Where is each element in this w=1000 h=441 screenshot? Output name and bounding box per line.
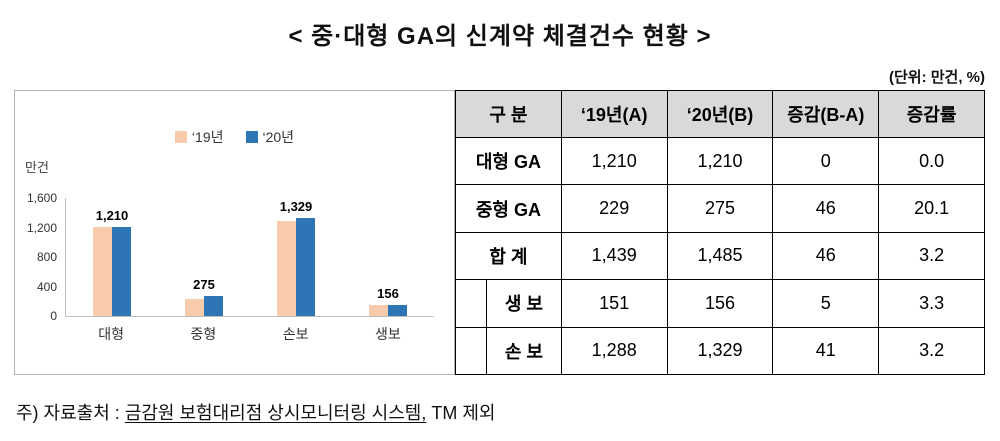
bar-2020 [112,226,131,316]
data-table: 구 분 ‘19년(A) ‘20년(B) 증감(B-A) 증감률 대형 GA 1,210 1,… [455,90,985,376]
legend-swatch-icon [174,131,187,143]
x-category-label: 중형 [190,326,217,342]
value-cell: 46 [772,184,880,233]
value-cell: 1,288 [560,326,668,376]
legend-swatch-icon [245,131,258,143]
y-tick-label: 400 [36,279,57,294]
bar-2020 [204,295,223,316]
value-cell: 1,485 [666,231,774,281]
sub-row-indent [456,327,487,374]
table-header-row: 구 분 ‘19년(A) ‘20년(B) 증감(B-A) 증감률 [455,90,985,138]
value-cell: 5 [772,279,880,328]
chart-legend: ‘19년 ‘20년 [15,129,454,145]
table-header-cell: ‘19년(A) [560,90,668,138]
legend-item: ‘20년 [245,129,295,145]
bar-group: 156 [342,198,434,316]
bar-value-label: 156 [377,285,399,301]
value-cell: 3.2 [878,326,985,376]
sub-row-indent [456,280,487,327]
value-cell: 0.0 [878,136,985,186]
row-label: 생 보 [504,294,543,315]
source-note-underlined: 금감원 보험대리점 상시모니터링 시스템, [124,403,427,423]
source-note-suffix: TM 제외 [426,403,496,423]
value-cell: 46 [772,231,880,281]
source-note-prefix: 주) 자료출처 : [16,403,125,423]
legend-label: ‘19년 [191,129,224,145]
y-axis-unit-label: 만건 [25,160,49,175]
source-note: 주) 자료출처 : 금감원 보험대리점 상시모니터링 시스템, TM 제외 [16,399,495,425]
value-cell: 229 [560,184,668,233]
x-axis-labels: 대형 중형 손보 생보 [65,324,434,344]
y-tick-label: 1,600 [26,191,57,205]
legend-item: ‘19년 [174,129,224,145]
page-title: < 중·대형 GA의 신계약 체결건수 현황 > [288,23,712,50]
bar-2019 [277,221,296,316]
table-header-cell: 구 분 [455,90,562,138]
row-label-cell: 중형 GA [455,184,562,233]
y-tick-label: 1,200 [26,220,57,235]
y-tick-label: 800 [36,250,57,264]
bar-group: 1,329 [250,198,342,316]
value-cell: 3.3 [878,279,985,328]
value-cell: 0 [772,136,880,186]
bar-2019 [369,304,388,316]
value-cell: 20.1 [878,184,985,233]
value-cell: 151 [560,279,668,328]
value-cell: 1,210 [666,136,774,186]
y-tick-label: 0 [50,309,57,323]
value-cell: 3.2 [878,231,985,281]
table-row: 손 보 1,288 1,329 41 3.2 [455,326,985,376]
plot-area: 1,210 275 1,329 156 대형 중형 손보 생보 [65,198,434,344]
x-category-label: 대형 [98,326,124,342]
table-header-cell: 증감률 [878,90,985,138]
x-category-label: 생보 [374,326,401,342]
row-label-cell: 대형 GA [455,136,562,186]
value-cell: 41 [772,326,880,376]
value-cell: 1,329 [666,326,774,376]
bar-2020 [388,304,407,316]
table-header-cell: ‘20년(B) [666,90,774,138]
bar-value-label: 275 [193,276,215,292]
y-axis-ticks: 0 400 800 1,200 1,600 [15,191,65,323]
table-header-cell: 증감(B-A) [772,90,880,138]
sub-row-inner: 생 보 [456,280,561,327]
value-cell: 1,439 [560,231,668,281]
row-label-cell-sub: 생 보 [455,279,562,328]
sub-row-inner: 손 보 [456,327,561,374]
bar-2020 [296,218,315,316]
plot-row: 0 400 800 1,200 1,600 1,210 275 1,329 156 대형 중형 손… [15,191,454,344]
row-label-cell: 합 계 [455,231,562,281]
row-label-cell-sub: 손 보 [455,326,562,376]
table-row: 중형 GA 229 275 46 20.1 [455,184,985,233]
table-row: 합 계 1,439 1,485 46 3.2 [455,231,985,281]
value-cell: 156 [666,279,774,328]
table-row: 생 보 151 156 5 3.3 [455,279,985,328]
bar-2019 [185,299,204,316]
bar-group: 1,210 [66,198,158,316]
bar-value-label: 1,210 [95,207,129,223]
value-cell: 275 [666,184,774,233]
legend-label: ‘20년 [262,129,295,145]
table-row: 대형 GA 1,210 1,210 0 0.0 [455,136,985,186]
plot: 1,210 275 1,329 156 [65,198,434,317]
value-cell: 1,210 [560,136,668,186]
bar-2019 [93,226,112,316]
bar-chart-panel: ‘19년 ‘20년 만건 0 400 800 1,200 1,600 1,210 275 1,… [14,90,455,375]
bar-group: 275 [158,198,250,316]
x-category-label: 손보 [282,326,309,342]
unit-note: (단위: 만건, %) [888,69,985,86]
data-table-panel: 구 분 ‘19년(A) ‘20년(B) 증감(B-A) 증감률 대형 GA 1,210 1,… [455,90,985,376]
content-area: ‘19년 ‘20년 만건 0 400 800 1,200 1,600 1,210 275 1,… [14,90,985,376]
row-label: 손 보 [504,341,543,362]
bar-value-label: 1,329 [279,199,313,214]
